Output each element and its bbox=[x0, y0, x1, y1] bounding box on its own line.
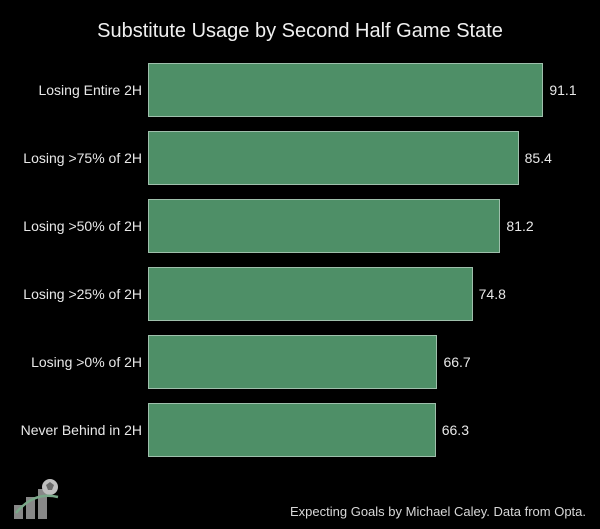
bar-track: 81.2 bbox=[148, 199, 582, 253]
bar-row: Losing >50% of 2H 81.2 bbox=[18, 199, 582, 253]
bar-track: 74.8 bbox=[148, 267, 582, 321]
bar bbox=[148, 335, 437, 389]
bar-row: Never Behind in 2H 66.3 bbox=[18, 403, 582, 457]
bar-track: 91.1 bbox=[148, 63, 582, 117]
logo-icon bbox=[12, 477, 68, 521]
bar-value: 66.3 bbox=[442, 422, 469, 438]
category-label: Losing >0% of 2H bbox=[18, 354, 148, 370]
category-label: Losing >25% of 2H bbox=[18, 286, 148, 302]
bar-value: 81.2 bbox=[506, 218, 533, 234]
bar-group: Losing Entire 2H 91.1 Losing >75% of 2H … bbox=[10, 63, 590, 457]
bar bbox=[148, 403, 436, 457]
credit-text: Expecting Goals by Michael Caley. Data f… bbox=[290, 504, 586, 519]
bar-row: Losing Entire 2H 91.1 bbox=[18, 63, 582, 117]
bar-value: 74.8 bbox=[479, 286, 506, 302]
category-label: Losing Entire 2H bbox=[18, 82, 148, 98]
bar bbox=[148, 63, 543, 117]
category-label: Losing >50% of 2H bbox=[18, 218, 148, 234]
bar bbox=[148, 199, 500, 253]
chart-title: Substitute Usage by Second Half Game Sta… bbox=[10, 10, 590, 63]
bar-value: 91.1 bbox=[549, 82, 576, 98]
bar bbox=[148, 131, 519, 185]
bar-row: Losing >75% of 2H 85.4 bbox=[18, 131, 582, 185]
bar-value: 66.7 bbox=[443, 354, 470, 370]
bar bbox=[148, 267, 473, 321]
bar-row: Losing >0% of 2H 66.7 bbox=[18, 335, 582, 389]
bar-track: 66.3 bbox=[148, 403, 582, 457]
bar-track: 66.7 bbox=[148, 335, 582, 389]
chart-container: Substitute Usage by Second Half Game Sta… bbox=[10, 10, 590, 493]
category-label: Never Behind in 2H bbox=[18, 422, 148, 438]
category-label: Losing >75% of 2H bbox=[18, 150, 148, 166]
bar-value: 85.4 bbox=[525, 150, 552, 166]
bar-track: 85.4 bbox=[148, 131, 582, 185]
bar-row: Losing >25% of 2H 74.8 bbox=[18, 267, 582, 321]
